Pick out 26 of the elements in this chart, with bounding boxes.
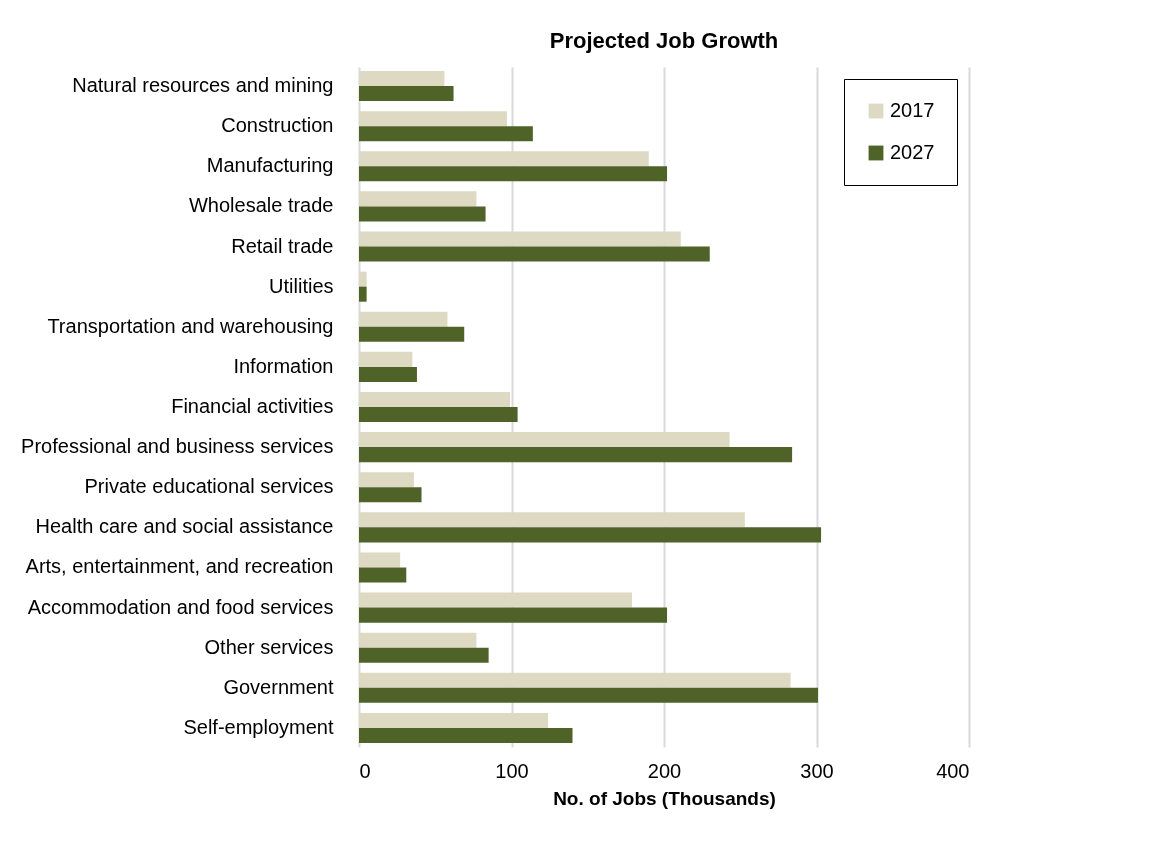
y-tick-label: Accommodation and food services xyxy=(27,595,334,618)
y-tick-label: Transportation and warehousing xyxy=(47,314,334,337)
y-tick-label: Natural resources and mining xyxy=(72,74,334,97)
x-tick-label: 0 xyxy=(359,759,371,782)
y-tick-label: Other services xyxy=(204,635,334,658)
y-tick-label: Wholesale trade xyxy=(188,194,334,217)
y-tick-label: Financial activities xyxy=(171,395,334,417)
chart-title: Projected Job Growth xyxy=(549,28,779,53)
x-axis-title: No. of Jobs (Thousands) xyxy=(553,787,776,809)
x-tick-label: 300 xyxy=(800,759,834,782)
y-tick-label: Manufacturing xyxy=(206,154,334,177)
y-tick-label: Professional and business services xyxy=(21,435,334,458)
y-tick-label: Arts, entertainment, and recreation xyxy=(25,555,334,578)
y-tick-label: Government xyxy=(223,675,334,698)
legend-label: 2027 xyxy=(890,141,935,163)
y-tick-label: Retail trade xyxy=(231,234,334,257)
legend-label: 2017 xyxy=(890,99,935,121)
x-tick-label: 200 xyxy=(647,759,682,782)
y-tick-label: Utilities xyxy=(269,274,334,297)
x-tick-label: 400 xyxy=(936,759,970,782)
x-tick-label: 100 xyxy=(495,759,529,782)
y-tick-label: Information xyxy=(233,354,334,377)
y-tick-label: Construction xyxy=(221,114,334,137)
y-tick-label: Self-employment xyxy=(183,715,334,738)
y-tick-label: Health care and social assistance xyxy=(35,515,334,538)
y-tick-label: Private educational services xyxy=(84,475,334,498)
